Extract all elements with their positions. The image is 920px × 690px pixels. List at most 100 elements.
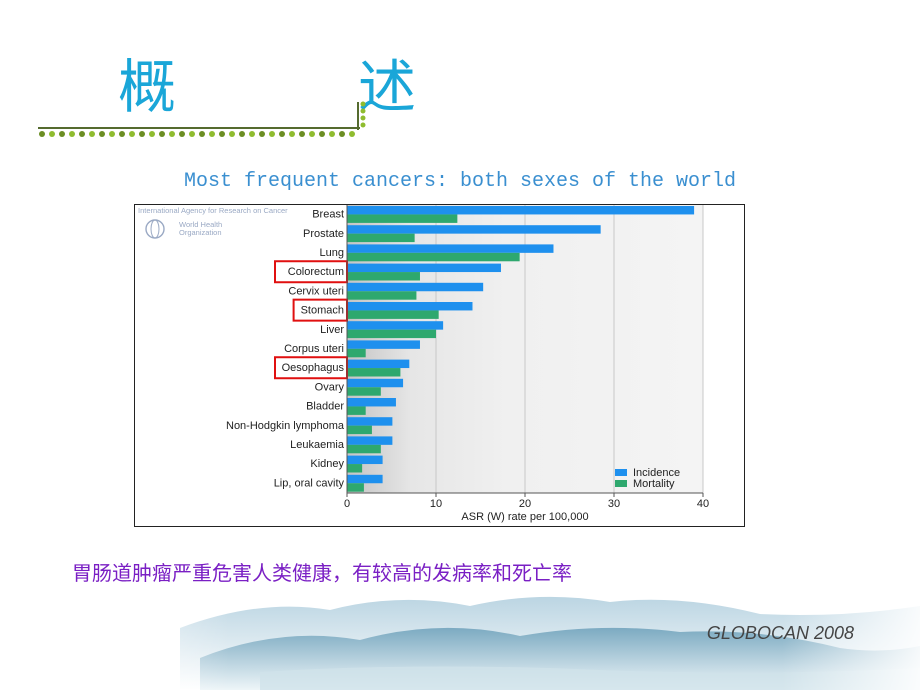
category-label: Cervix uteri: [288, 285, 344, 297]
mortality-bar: [347, 425, 372, 435]
decoration-dot: [229, 131, 235, 137]
bar-chart: International Agency for Research on Can…: [138, 205, 709, 523]
decoration-dot: [39, 131, 45, 137]
decoration-dot: [199, 131, 205, 137]
decoration-dot: [129, 131, 135, 137]
mortality-bar: [347, 233, 415, 243]
decoration-dot: [219, 131, 225, 137]
incidence-bar: [347, 263, 501, 273]
mortality-bar: [347, 444, 381, 454]
who-emblem-icon: [145, 219, 165, 239]
decoration-dot: [79, 131, 85, 137]
mist-overlay: [0, 588, 920, 690]
mortality-bar: [347, 272, 420, 281]
x-tick-label: 30: [608, 498, 620, 510]
decoration-dot: [179, 131, 185, 137]
mortality-bar: [347, 387, 381, 396]
chart-frame: International Agency for Research on Can…: [134, 204, 745, 527]
category-label: Lip, oral cavity: [274, 477, 345, 489]
incidence-bar: [347, 225, 601, 234]
category-label: Colorectum: [288, 266, 344, 278]
decoration-dot: [239, 131, 245, 137]
decoration-dot: [99, 131, 105, 137]
mortality-bar: [347, 483, 364, 492]
decoration-dot: [49, 131, 55, 137]
decoration-dot: [319, 131, 325, 137]
decoration-dot: [259, 131, 265, 137]
decoration-dot: [360, 122, 366, 128]
decoration-dot: [69, 131, 75, 137]
decoration-dot: [189, 131, 195, 137]
decoration-dot: [209, 131, 215, 137]
decoration-dot: [249, 131, 255, 137]
incidence-bar: [347, 455, 383, 465]
legend-swatch: [615, 480, 627, 487]
decoration-dot: [309, 131, 315, 137]
legend-swatch: [615, 469, 627, 476]
category-label: Kidney: [310, 458, 344, 470]
decoration-dot: [360, 115, 366, 121]
incidence-bar: [347, 359, 410, 369]
decoration-dot: [360, 108, 366, 114]
mortality-bar: [347, 252, 520, 262]
incidence-bar: [347, 474, 383, 484]
x-axis-label: ASR (W) rate per 100,000: [461, 511, 588, 523]
incidence-bar: [347, 417, 393, 426]
decoration-dot: [89, 131, 95, 137]
title-underline-dots: [39, 101, 366, 137]
agency-logo-text: International Agency for Research on Can…: [138, 206, 288, 215]
source-citation: GLOBOCAN 2008: [706, 623, 854, 643]
mortality-bar: [347, 368, 401, 377]
incidence-bar: [347, 206, 695, 215]
category-label: Breast: [312, 209, 344, 221]
mortality-bar: [347, 464, 363, 473]
decoration-dot: [299, 131, 305, 137]
legend-label: Incidence: [633, 467, 680, 479]
category-label: Stomach: [301, 305, 344, 317]
incidence-bar: [347, 244, 554, 253]
who-logo-line2: Organization: [179, 228, 222, 237]
mortality-bar: [347, 348, 366, 358]
decoration-dot: [139, 131, 145, 137]
decoration-dot: [149, 131, 155, 137]
decoration-dot: [109, 131, 115, 137]
incidence-bar: [347, 302, 473, 311]
legend-label: Mortality: [633, 478, 675, 490]
x-tick-label: 20: [519, 498, 531, 510]
category-label: Non-Hodgkin lymphoma: [226, 420, 345, 432]
incidence-bar: [347, 436, 393, 445]
decoration-dot: [360, 101, 366, 107]
category-label: Leukaemia: [290, 439, 345, 451]
mortality-bar: [347, 310, 439, 319]
incidence-bar: [347, 282, 484, 292]
mortality-bar: [347, 214, 458, 223]
x-tick-label: 40: [697, 498, 709, 510]
title-underline-decoration: [38, 101, 366, 137]
slide-caption: 胃肠道肿瘤严重危害人类健康，有较高的发病率和死亡率: [72, 561, 572, 585]
decoration-dot: [159, 131, 165, 137]
category-label: Lung: [320, 247, 344, 259]
mortality-bar: [347, 329, 436, 339]
decoration-dot: [59, 131, 65, 137]
mortality-bar: [347, 406, 366, 415]
mortality-bar: [347, 291, 417, 300]
decoration-dot: [289, 131, 295, 137]
incidence-bar: [347, 378, 404, 388]
mountain-landscape-background: [0, 588, 920, 690]
decoration-dot: [269, 131, 275, 137]
decoration-dot: [339, 131, 345, 137]
decoration-dot: [329, 131, 335, 137]
category-label: Ovary: [315, 381, 345, 393]
category-label: Oesophagus: [282, 362, 345, 374]
logo-block: International Agency for Research on Can…: [138, 206, 288, 239]
who-logo-line1: World Health: [179, 220, 222, 229]
category-label: Bladder: [306, 401, 344, 413]
x-tick-label: 0: [344, 498, 350, 510]
decoration-dot: [169, 131, 175, 137]
category-label: Prostate: [303, 228, 344, 240]
incidence-bar: [347, 340, 420, 349]
slide-title: 概 述: [118, 53, 479, 121]
who-emblem-inner: [150, 219, 160, 239]
incidence-bar: [347, 321, 444, 330]
